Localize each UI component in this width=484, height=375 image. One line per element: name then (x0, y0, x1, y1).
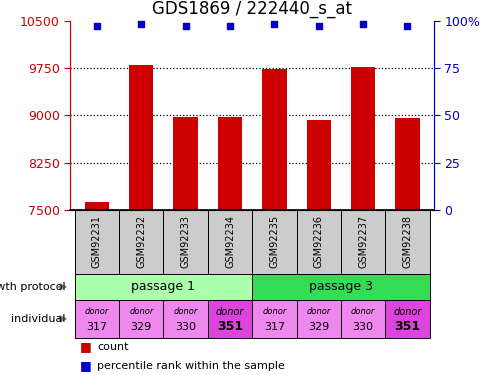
Text: ■: ■ (80, 340, 91, 353)
Bar (75, 300, 119, 338)
Bar (252, 274, 429, 300)
Bar (384, 210, 429, 274)
Bar (296, 300, 340, 338)
Text: donor: donor (173, 308, 197, 316)
Text: 351: 351 (216, 321, 242, 333)
Text: percentile rank within the sample: percentile rank within the sample (97, 361, 284, 370)
Text: donor: donor (129, 308, 153, 316)
Bar (252, 300, 296, 338)
Bar (340, 210, 384, 274)
Bar (394, 118, 419, 375)
Bar (262, 69, 286, 375)
Bar (384, 300, 429, 338)
Text: growth protocol: growth protocol (0, 282, 65, 292)
Text: passage 3: passage 3 (308, 280, 372, 293)
Text: GSM92233: GSM92233 (180, 215, 190, 268)
Text: 317: 317 (86, 322, 107, 332)
Bar (173, 117, 197, 375)
Bar (252, 210, 296, 274)
Text: donor: donor (215, 307, 244, 317)
Point (359, 21, 366, 27)
Text: ■: ■ (80, 359, 91, 372)
Text: GSM92238: GSM92238 (402, 215, 411, 268)
Bar (350, 68, 375, 375)
Text: 330: 330 (352, 322, 373, 332)
Text: GSM92237: GSM92237 (357, 215, 367, 268)
Bar (340, 300, 384, 338)
Text: donor: donor (306, 308, 330, 316)
Point (314, 23, 322, 29)
Text: count: count (97, 342, 128, 352)
Bar (119, 300, 163, 338)
Text: 317: 317 (263, 322, 285, 332)
Bar (85, 202, 109, 375)
Point (226, 23, 233, 29)
Text: donor: donor (350, 308, 375, 316)
Point (270, 21, 278, 27)
Point (137, 21, 145, 27)
Text: 329: 329 (130, 322, 151, 332)
Bar (119, 210, 163, 274)
Point (403, 23, 410, 29)
Bar (306, 120, 330, 375)
Text: 351: 351 (393, 321, 420, 333)
Text: donor: donor (85, 308, 109, 316)
Point (93, 23, 101, 29)
Bar (208, 300, 252, 338)
Text: 330: 330 (175, 322, 196, 332)
Text: passage 1: passage 1 (131, 280, 195, 293)
Bar (129, 66, 153, 375)
Text: 329: 329 (307, 322, 329, 332)
Bar (75, 210, 119, 274)
Text: donor: donor (262, 308, 286, 316)
Title: GDS1869 / 222440_s_at: GDS1869 / 222440_s_at (152, 0, 351, 18)
Bar (163, 210, 208, 274)
Bar (208, 210, 252, 274)
Text: GSM92232: GSM92232 (136, 215, 146, 268)
Text: GSM92231: GSM92231 (92, 215, 102, 268)
Text: GSM92235: GSM92235 (269, 215, 279, 268)
Text: GSM92236: GSM92236 (313, 215, 323, 268)
Bar (217, 117, 242, 375)
Text: donor: donor (393, 307, 421, 317)
Bar (296, 210, 340, 274)
Text: GSM92234: GSM92234 (225, 215, 235, 268)
Text: individual: individual (11, 314, 65, 324)
Bar (163, 300, 208, 338)
Bar (75, 274, 252, 300)
Point (182, 23, 189, 29)
